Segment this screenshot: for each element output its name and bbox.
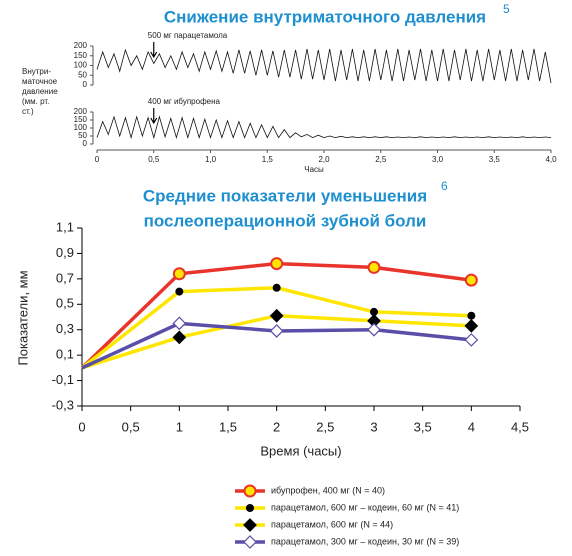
chart-title: Средние показатели уменьшения — [143, 186, 427, 205]
x-tick-label: 3 — [370, 419, 377, 434]
annotation-arrow — [150, 42, 158, 59]
annotation: 400 мг ибупрофена — [148, 97, 221, 106]
x-axis-label: Время (часы) — [260, 443, 341, 458]
point — [269, 308, 284, 323]
point — [367, 322, 381, 337]
x-tick-label: 1,5 — [262, 155, 274, 164]
point — [272, 283, 281, 292]
x-tick-label: 4,5 — [511, 419, 529, 434]
point — [172, 316, 187, 331]
x-tick-label: 0 — [95, 155, 100, 164]
y-tick-label: 0 — [83, 80, 88, 89]
y-axis-label: (мм. рт. — [22, 97, 49, 106]
waveform — [96, 115, 552, 140]
x-tick-label: 2 — [273, 419, 280, 434]
point — [175, 287, 184, 296]
y-tick-label: 100 — [74, 123, 88, 132]
y-tick-label: 50 — [78, 131, 87, 140]
point — [172, 267, 186, 281]
y-tick-label: -0,3 — [52, 397, 74, 412]
x-tick-label: 2,0 — [318, 155, 330, 164]
point — [464, 319, 479, 333]
chart-title: Снижение внутриматочного давления — [164, 7, 486, 26]
y-tick-label: 0,5 — [56, 296, 74, 311]
y-axis-label: Внутри- — [22, 67, 51, 76]
x-tick-label: 0,5 — [148, 155, 160, 164]
y-axis-label: давление — [22, 87, 58, 96]
x-tick-label: 3,5 — [414, 419, 432, 434]
legend-label: ибупрофен, 400 мг (N = 40) — [271, 485, 385, 495]
y-axis-label: ст.) — [22, 107, 34, 116]
annotation: 500 мг парацетамола — [148, 31, 228, 40]
point — [172, 330, 187, 345]
x-tick-label: 4 — [468, 419, 475, 434]
point — [464, 333, 479, 347]
legend-marker — [243, 535, 257, 549]
y-tick-label: 0,9 — [56, 245, 74, 260]
y-tick-label: 200 — [74, 107, 88, 116]
point — [270, 257, 284, 271]
y-tick-label: 1,1 — [56, 219, 74, 234]
waveform — [96, 48, 552, 84]
x-tick-label: 3,0 — [432, 155, 444, 164]
y-tick-label: 50 — [78, 70, 87, 79]
y-tick-label: 0,3 — [56, 321, 74, 336]
legend-marker — [243, 518, 257, 532]
legend-label: парацетамол, 300 мг – кодеин, 30 мг (N =… — [271, 536, 459, 546]
y-tick-label: 100 — [74, 61, 88, 70]
y-tick-label: 150 — [74, 115, 88, 124]
annotation-arrow — [150, 108, 158, 125]
y-axis-label: Показатели, мм — [15, 270, 30, 365]
point — [464, 273, 478, 287]
y-axis-label: маточное — [22, 77, 58, 86]
x-tick-label: 1 — [176, 419, 183, 434]
y-tick-label: -0,1 — [52, 372, 74, 387]
legend-label: парацетамол, 600 мг – кодеин, 60 мг (N =… — [271, 502, 459, 512]
x-tick-label: 2,5 — [375, 155, 387, 164]
y-tick-label: 0,1 — [56, 347, 74, 362]
y-tick-label: 0,7 — [56, 270, 74, 285]
x-tick-label: 0,5 — [122, 419, 140, 434]
y-tick-label: 200 — [74, 41, 88, 50]
title-note: 5 — [503, 2, 510, 16]
x-tick-label: 2,5 — [316, 419, 334, 434]
x-tick-label: 1,5 — [219, 419, 237, 434]
point — [467, 311, 476, 320]
title-note: 6 — [441, 179, 448, 193]
x-tick-label: 3,5 — [489, 155, 501, 164]
chart-title: послеоперационной зубной боли — [144, 211, 427, 230]
x-tick-label: 4,0 — [545, 155, 557, 164]
y-tick-label: 150 — [74, 51, 88, 60]
x-tick-label: 1,0 — [205, 155, 217, 164]
y-tick-label: 0 — [83, 139, 88, 148]
x-axis-label: Часы — [304, 165, 324, 174]
x-tick-label: 0 — [78, 419, 85, 434]
legend-label: парацетамол, 600 мг (N = 44) — [271, 519, 393, 529]
legend-marker — [246, 504, 254, 512]
legend-marker — [243, 484, 257, 498]
point — [367, 260, 381, 274]
point — [269, 324, 284, 338]
